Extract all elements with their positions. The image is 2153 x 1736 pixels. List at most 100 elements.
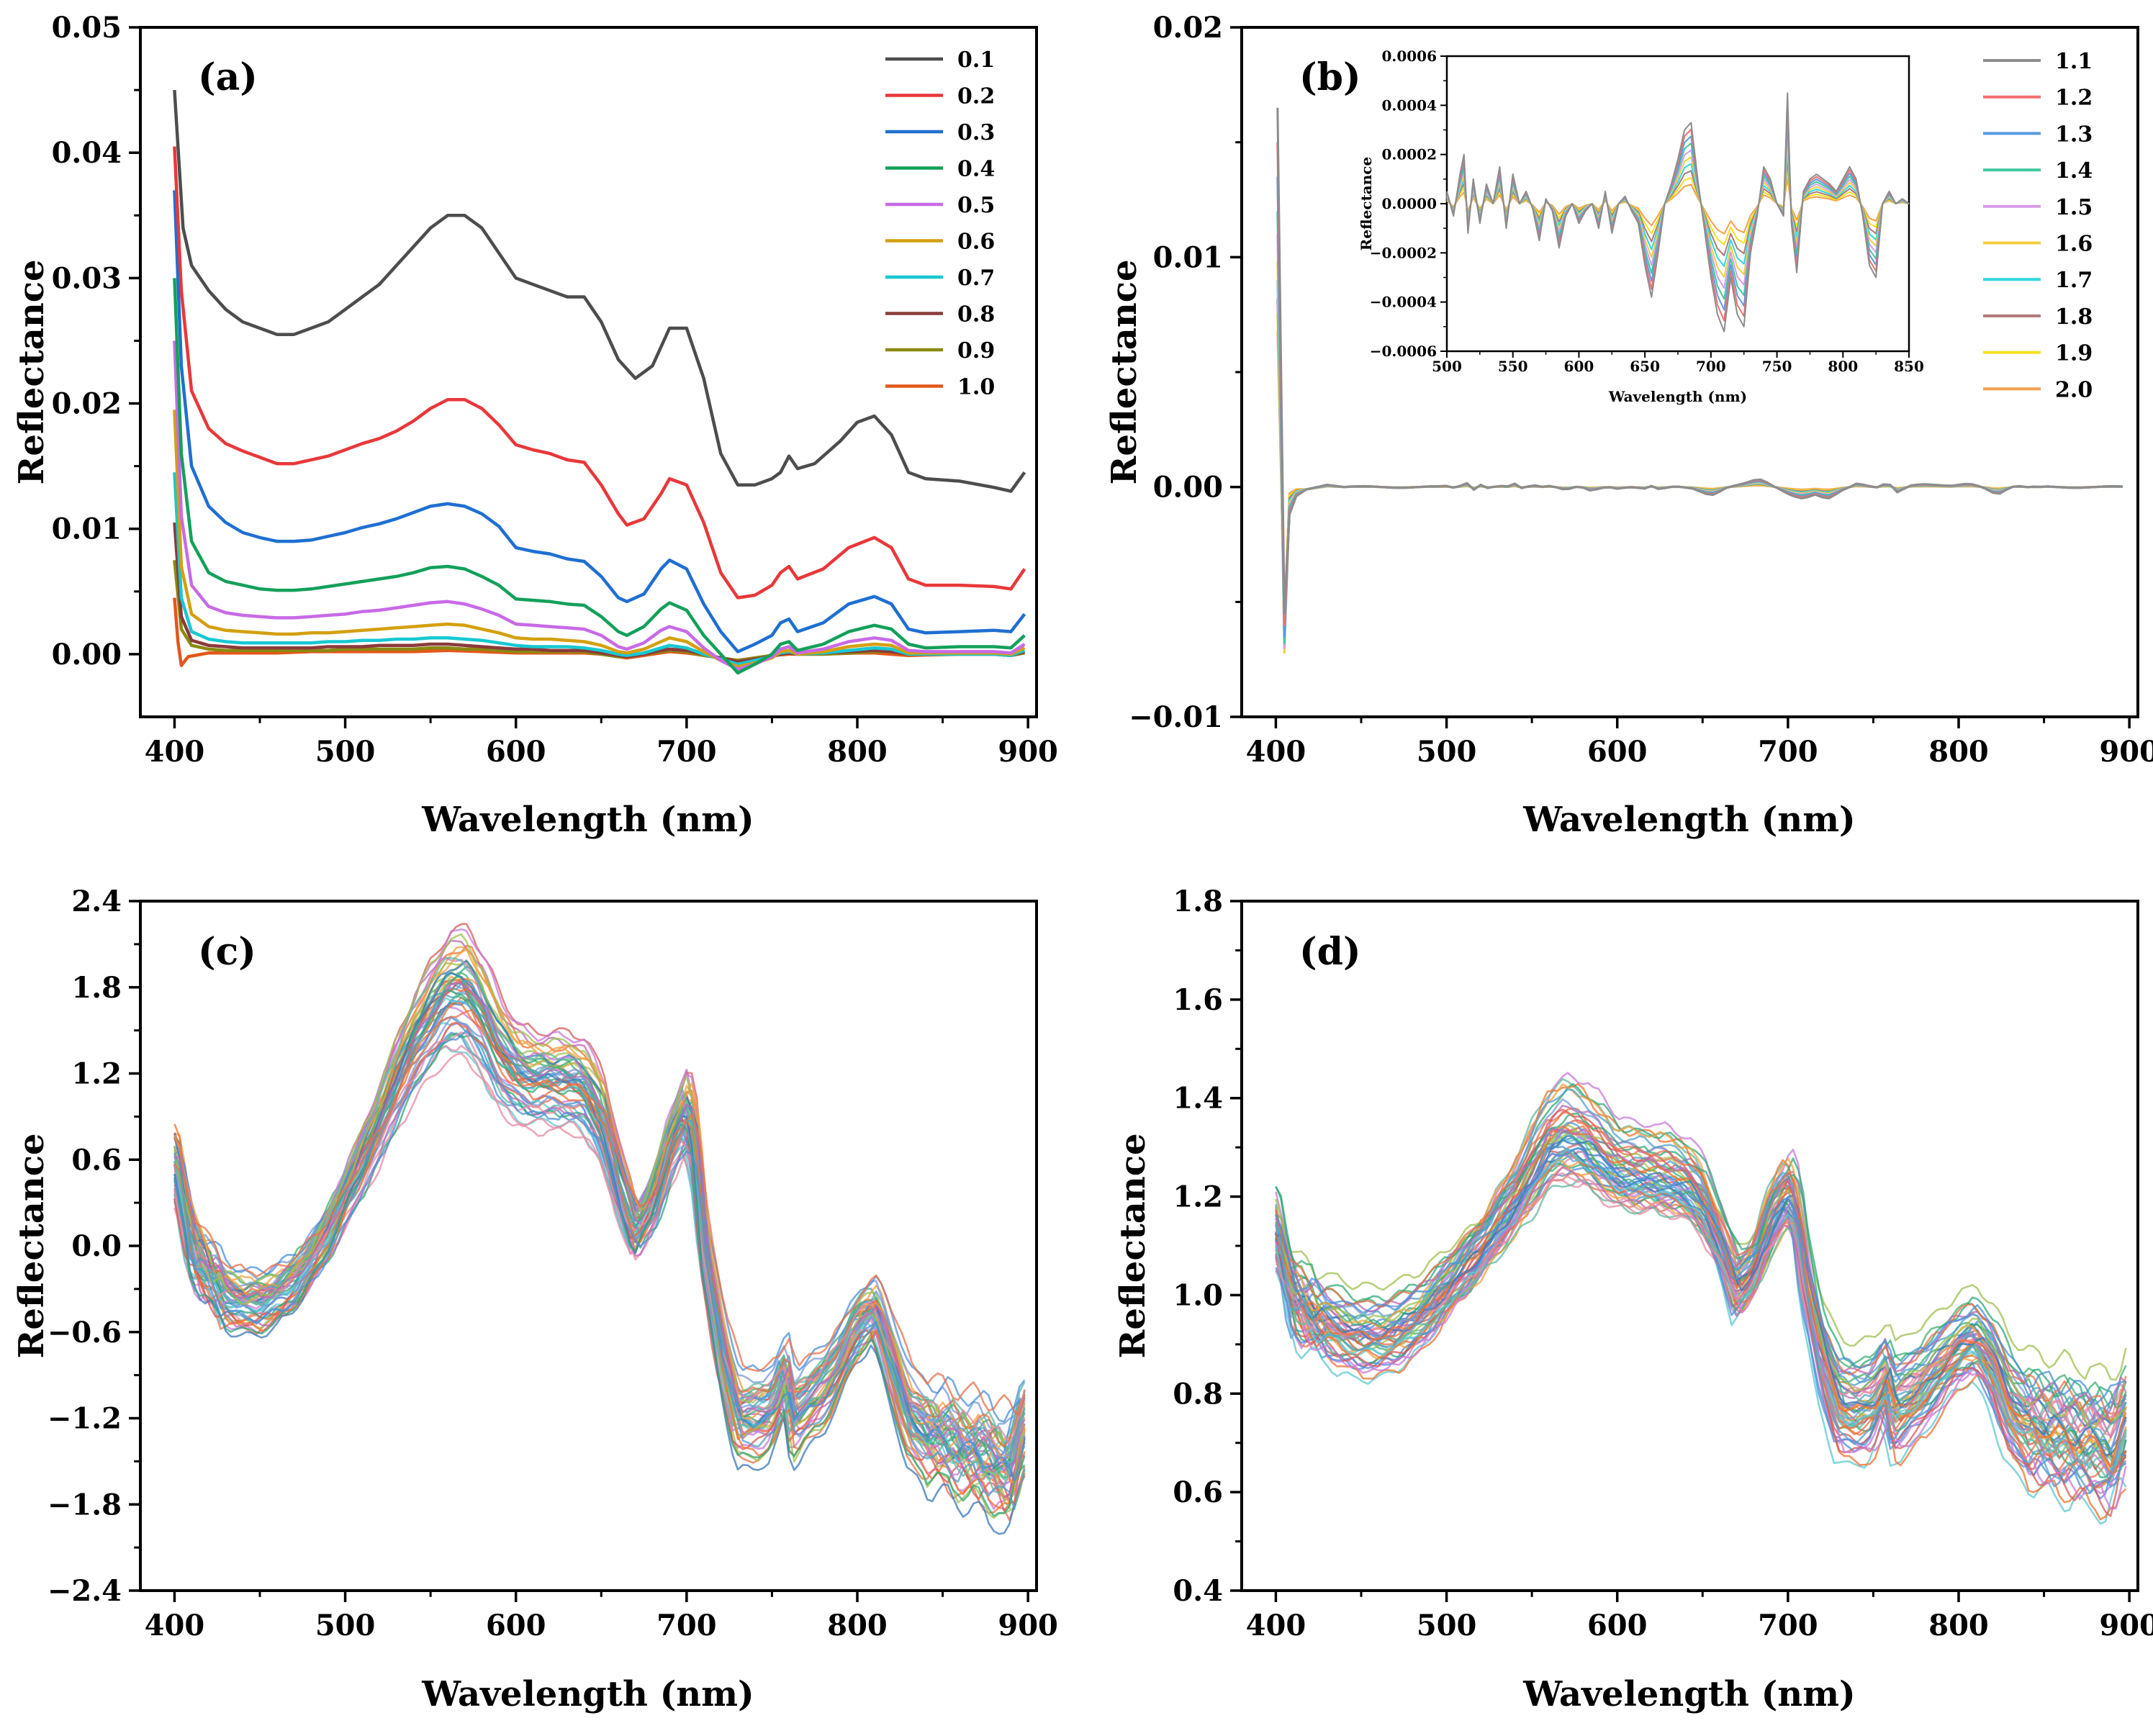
panel-a-xtick-label: 500: [315, 735, 376, 769]
panel-a-ticks: 400 500 600 700 800 900 0.00 0.01 0.02 0.03 0.04 0.…: [52, 11, 1058, 769]
panel-a-series-line: [173, 340, 1026, 672]
panel-c-series-line: [173, 1009, 1026, 1416]
panel-a-label: (a): [198, 55, 258, 99]
panel-a-legend-label: 0.4: [957, 157, 995, 182]
panel-c-series-line: [174, 982, 1026, 1473]
panel-a-xtick-label: 900: [998, 735, 1058, 769]
panel-c-xtick-label: 700: [656, 1609, 717, 1642]
panel-b-legend-label: 1.7: [2055, 268, 2093, 293]
panel-d-xlabel: Wavelength (nm): [1522, 1674, 1855, 1714]
panel-d-ytick-label: 0.4: [1173, 1574, 1223, 1608]
panel-c-ytick-label: 2.4: [71, 885, 122, 918]
panel-b-inset-ytick-label: 0.0004: [1381, 96, 1437, 114]
panel-b-inset-xtick-label: 850: [1894, 358, 1924, 375]
panel-d-ticks: 400 500 600 700 800 900 0.4 0.6 0.8 1.0 1.2 1.4 1.6 1…: [1173, 885, 2153, 1642]
panel-b-inset-ytick-label: 0.0002: [1381, 146, 1437, 163]
panel-b-series-line: [1276, 107, 2123, 615]
panel-b-inset-ytick-label: 0.0006: [1381, 48, 1437, 65]
panel-a-frame: [139, 26, 1038, 718]
panel-d-xtick-label: 400: [1246, 1609, 1306, 1642]
panel-a-legend-label: 0.1: [957, 48, 995, 73]
panel-b-xlabel: Wavelength (nm): [1522, 800, 1855, 840]
panel-a-legend-label: 0.9: [957, 338, 995, 363]
panel-b-inset-plot: [1446, 92, 1910, 333]
panel-c-label: (c): [198, 930, 256, 974]
panel-a-legend-label: 0.2: [957, 84, 995, 109]
panel-b-legend-label: 1.8: [2055, 304, 2093, 330]
panel-b-inset-ylabel: Reflectance: [1358, 157, 1375, 250]
panel-d-ytick-label: 1.4: [1173, 1082, 1223, 1116]
panel-a-ytick-label: 0.04: [52, 136, 122, 170]
panel-c-series-line: [173, 987, 1026, 1509]
panel-a: (a) Wavelength (nm) Reflectance 400 500 60…: [12, 11, 1058, 840]
panel-b-ytick-label: 0.01: [1153, 240, 1223, 274]
panel-b-inset-ytick-label: −0.0006: [1370, 343, 1437, 360]
panel-d-xtick-label: 900: [2099, 1609, 2153, 1642]
panel-d-ytick-label: 1.8: [1173, 885, 1223, 918]
panel-b-inset-xtick-label: 550: [1498, 358, 1528, 375]
panel-d-series-line: [1275, 1111, 2127, 1424]
panel-a-legend-label: 0.5: [957, 193, 995, 218]
panel-c-ytick-label: −2.4: [48, 1574, 122, 1608]
panel-d-series-line: [1275, 1083, 2127, 1468]
panel-c-xtick-label: 400: [145, 1609, 205, 1642]
panel-b-xtick-label: 800: [1928, 735, 1989, 769]
panel-b-xtick-label: 400: [1246, 735, 1306, 769]
panel-c-ytick-label: 0.6: [71, 1143, 122, 1177]
panel-a-xtick-label: 400: [145, 735, 205, 769]
panel-a-ytick-label: 0.03: [52, 261, 122, 295]
panel-a-series-line: [173, 472, 1026, 666]
panel-c-ytick-label: 1.8: [71, 971, 122, 1005]
panel-c-ticks: 400 500 600 700 800 900 −2.4 −1.8 −1.2 −0.6 0.0 0.6…: [48, 885, 1058, 1642]
panel-d-plot: [1275, 1072, 2127, 1525]
panel-b-legend-label: 1.1: [2055, 49, 2093, 74]
panel-a-series-line: [173, 410, 1026, 669]
panel-b-plot: [1276, 107, 2123, 654]
panel-d-series-line: [1275, 1147, 2126, 1406]
panel-c-xtick-label: 900: [998, 1609, 1058, 1642]
panel-b-inset-xtick-label: 650: [1630, 358, 1660, 375]
panel-c-plot: [173, 923, 1026, 1535]
panel-b-ytick-label: 0.02: [1153, 11, 1223, 45]
panel-a-xtick-label: 700: [656, 735, 717, 769]
panel-a-series-line: [173, 190, 1026, 654]
panel-b-legend-label: 1.2: [2055, 86, 2093, 111]
panel-a-xlabel: Wavelength (nm): [421, 800, 754, 840]
panel-a-series-line: [173, 89, 1026, 493]
panel-d: (d) Wavelength (nm) Reflectance 400 500 60…: [1113, 885, 2153, 1714]
panel-c-series-line: [173, 989, 1026, 1517]
panel-b-legend-label: 1.3: [2055, 122, 2093, 147]
panel-d-label: (d): [1299, 930, 1361, 974]
panel-d-series-line: [1275, 1082, 2127, 1467]
panel-b-xtick-label: 900: [2099, 735, 2153, 769]
panel-b-inset-frame: [1445, 55, 1910, 353]
panel-c-series-line: [173, 933, 1026, 1509]
panel-b-legend: 1.1 1.2 1.3 1.4 1.5 1.6 1.7 1.8 1.9 2.0: [1983, 49, 2093, 402]
panel-b-inset-xtick-label: 500: [1432, 358, 1462, 375]
panel-c-series-line: [173, 1029, 1026, 1481]
panel-b-inset-xtick-label: 800: [1828, 358, 1858, 375]
panel-d-ytick-label: 1.2: [1173, 1180, 1223, 1214]
panel-c-ytick-label: −1.2: [48, 1402, 122, 1436]
panel-d-xtick-label: 600: [1587, 1609, 1648, 1642]
panel-b-inset-xtick-label: 600: [1564, 358, 1594, 375]
panel-b-inset-ticks: 500 550 600 650 700 750 800 850 −0.0006 −0.0004 −0…: [1370, 48, 1924, 375]
panel-d-series-line: [1275, 1148, 2127, 1469]
panel-b-legend-label: 1.4: [2055, 158, 2093, 184]
panel-c-series-line: [173, 948, 1026, 1484]
panel-b-legend-label: 1.5: [2055, 195, 2093, 220]
panel-a-legend-label: 0.3: [957, 120, 995, 145]
panel-d-ytick-label: 1.6: [1173, 983, 1223, 1017]
panel-a-plot: [173, 89, 1026, 675]
panel-b-xtick-label: 700: [1758, 735, 1818, 769]
panel-a-legend-label: 1.0: [957, 375, 995, 400]
panel-b: (b) Wavelength (nm) Reflectance 400 500 60…: [1104, 11, 2153, 840]
panel-c-ytick-label: −0.6: [48, 1316, 122, 1350]
panel-d-series-line: [1275, 1165, 2127, 1439]
panel-b-label: (b): [1299, 55, 1361, 99]
panel-a-xtick-label: 600: [486, 735, 546, 769]
panel-d-ytick-label: 0.8: [1173, 1377, 1223, 1411]
panel-c-xlabel: Wavelength (nm): [421, 1674, 754, 1714]
panel-b-inset-ytick-label: −0.0004: [1370, 294, 1437, 311]
panel-b-inset: 500 550 600 650 700 750 800 850 −0.0006 −0.0004 −0…: [1358, 48, 1924, 405]
